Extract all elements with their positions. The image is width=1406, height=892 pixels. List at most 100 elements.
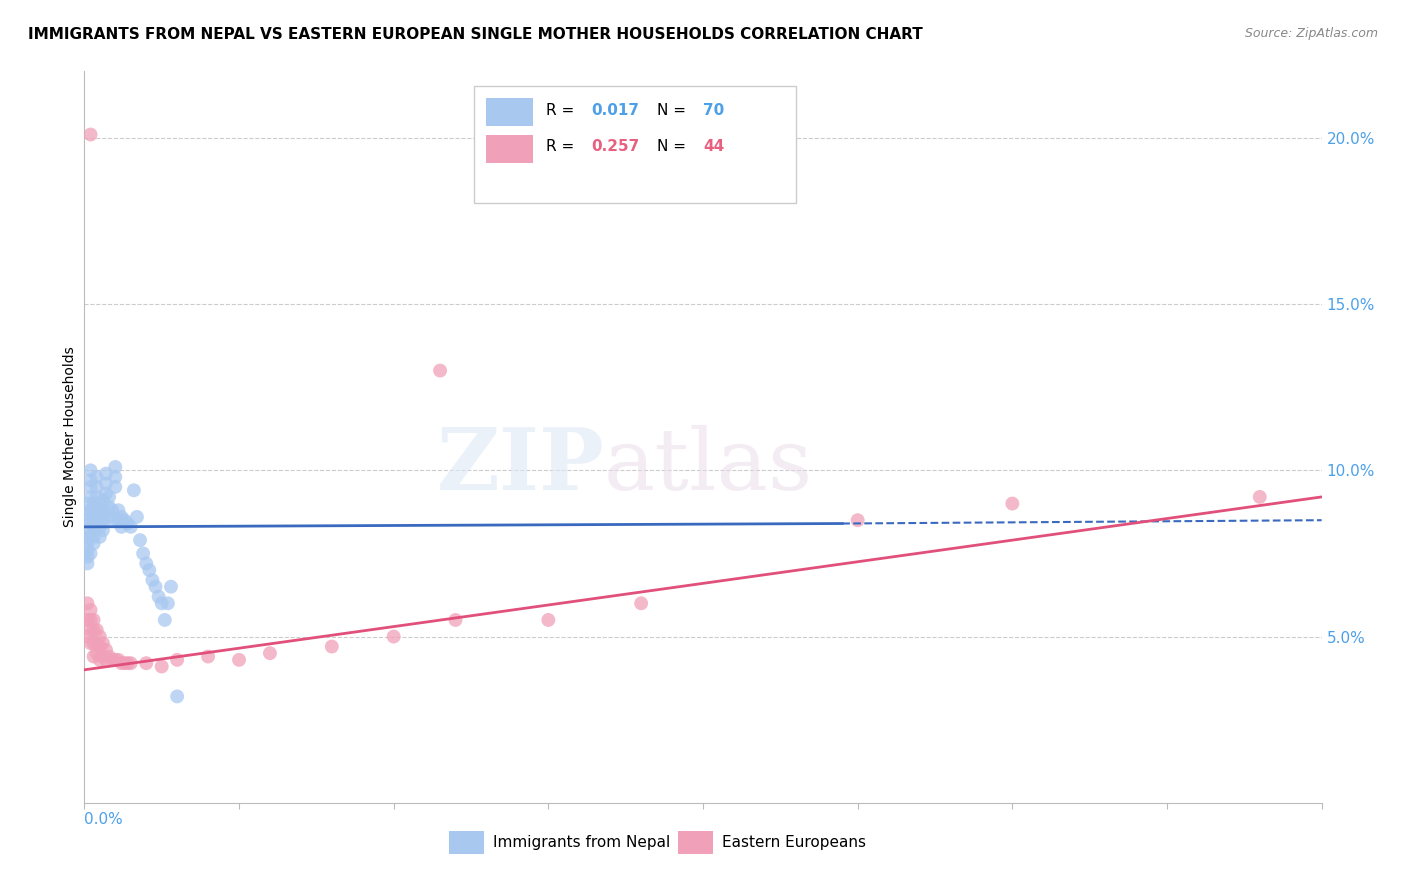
Point (166, 653, 188, 667)
Point (89, 530, 111, 544)
Point (86, 636, 108, 650)
Point (228, 653, 250, 667)
Point (79, 546, 101, 560)
Point (83, 536, 105, 550)
Point (91, 513, 114, 527)
Point (83, 613, 105, 627)
Point (76, 596, 98, 610)
Point (91, 493, 114, 508)
Point (83, 513, 105, 527)
Point (83, 503, 105, 517)
Point (160, 580, 183, 594)
Point (135, 656, 157, 670)
Point (79, 463, 101, 477)
Text: N =: N = (657, 103, 692, 118)
Point (94, 486, 117, 500)
Point (110, 520, 132, 534)
Point (89, 653, 111, 667)
Point (89, 509, 111, 524)
Point (83, 623, 105, 637)
Point (141, 573, 163, 587)
Point (91, 636, 114, 650)
Text: N =: N = (657, 139, 692, 154)
Point (76, 557, 98, 571)
Point (101, 513, 124, 527)
Point (91, 649, 114, 664)
Point (846, 513, 869, 527)
Point (94, 476, 117, 491)
Point (83, 649, 105, 664)
Text: IMMIGRANTS FROM NEPAL VS EASTERN EUROPEAN SINGLE MOTHER HOUSEHOLDS CORRELATION C: IMMIGRANTS FROM NEPAL VS EASTERN EUROPEA… (28, 27, 922, 42)
Point (110, 509, 132, 524)
Text: Source: ZipAtlas.com: Source: ZipAtlas.com (1244, 27, 1378, 40)
Point (1249, 490, 1271, 504)
Point (94, 643, 117, 657)
Point (110, 656, 132, 670)
Text: 44: 44 (703, 139, 724, 154)
Point (148, 590, 170, 604)
Point (107, 503, 129, 517)
Point (86, 623, 108, 637)
Point (89, 497, 111, 511)
Point (79, 636, 101, 650)
Point (166, 690, 188, 704)
Point (101, 503, 124, 517)
Point (79, 473, 101, 487)
Point (79, 623, 101, 637)
Text: 0.017: 0.017 (592, 103, 640, 118)
Point (86, 490, 108, 504)
Point (107, 653, 129, 667)
Point (138, 563, 160, 577)
Point (94, 653, 117, 667)
Point (150, 659, 173, 673)
Point (76, 549, 98, 564)
Point (107, 513, 129, 527)
Text: Eastern Europeans: Eastern Europeans (721, 835, 866, 850)
Point (321, 640, 343, 654)
Bar (450, 830, 484, 854)
Point (76, 536, 98, 550)
Point (117, 516, 139, 531)
Point (76, 513, 98, 527)
Point (76, 630, 98, 644)
Point (98, 490, 121, 504)
Text: 0.0%: 0.0% (84, 812, 124, 827)
Point (79, 128, 101, 142)
Point (89, 520, 111, 534)
Point (86, 480, 108, 494)
Point (125, 509, 148, 524)
Point (86, 503, 108, 517)
Point (197, 649, 219, 664)
Point (76, 497, 98, 511)
Point (537, 613, 560, 627)
Point (382, 630, 405, 644)
Point (76, 530, 98, 544)
Text: atlas: atlas (605, 425, 813, 508)
Point (135, 557, 157, 571)
Point (79, 530, 101, 544)
Point (94, 467, 117, 481)
Point (83, 520, 105, 534)
Point (79, 503, 101, 517)
Point (117, 656, 139, 670)
Point (114, 656, 136, 670)
Text: 0.257: 0.257 (592, 139, 640, 154)
Point (79, 516, 101, 531)
Point (153, 613, 176, 627)
Point (76, 507, 98, 521)
Point (122, 483, 145, 498)
Point (104, 460, 127, 475)
Bar (486, 98, 533, 127)
Bar (678, 830, 713, 854)
Point (91, 503, 114, 517)
Point (83, 636, 105, 650)
Point (86, 513, 108, 527)
Text: 70: 70 (703, 103, 724, 118)
Point (91, 523, 114, 537)
Point (104, 480, 127, 494)
Point (145, 580, 167, 594)
Y-axis label: Single Mother Households: Single Mother Households (63, 347, 77, 527)
Point (104, 470, 127, 484)
Point (120, 520, 142, 534)
Point (150, 596, 173, 610)
